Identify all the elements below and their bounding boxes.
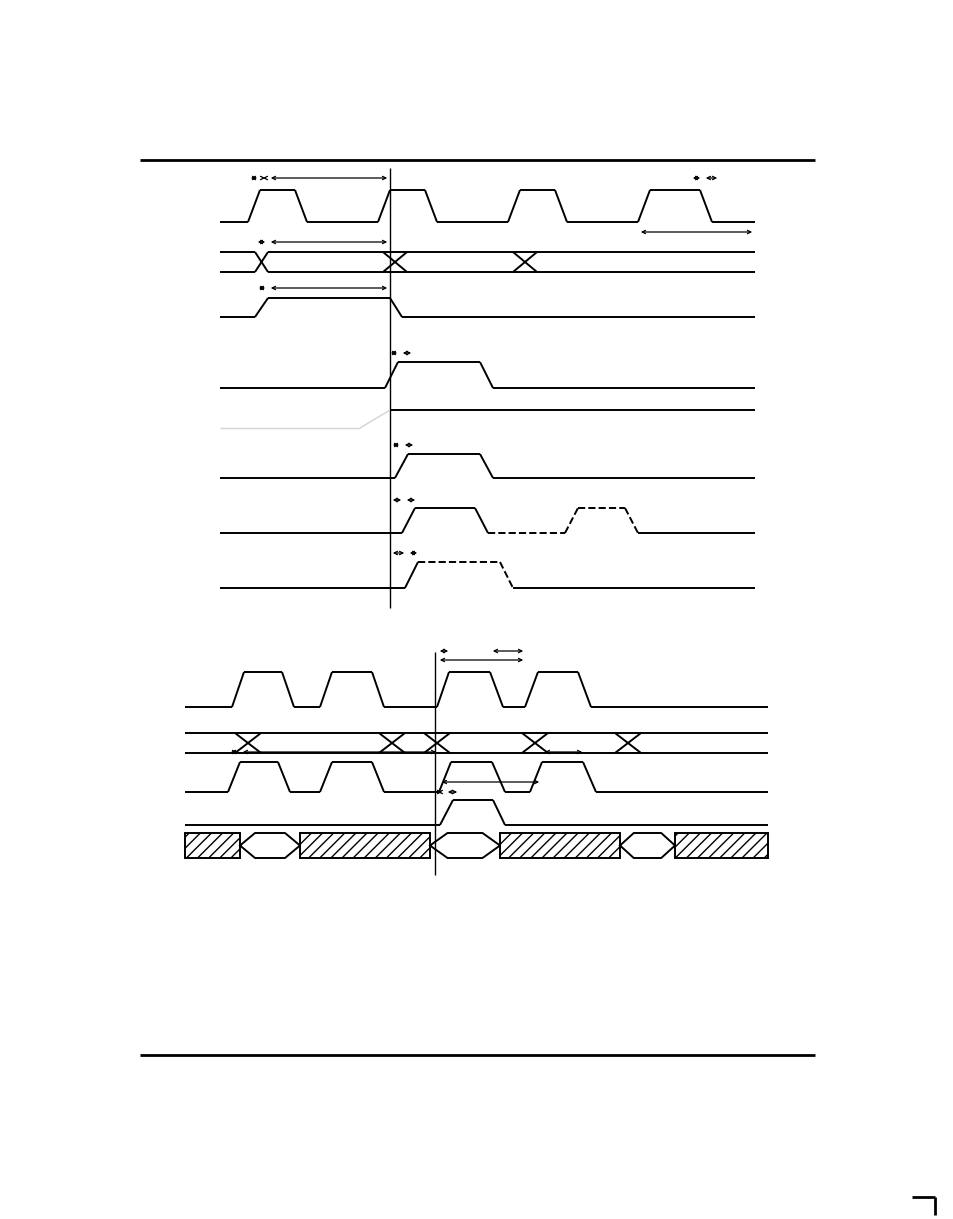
Bar: [299, 833, 430, 858]
Bar: [675, 833, 767, 858]
Bar: [185, 833, 240, 858]
Bar: [499, 833, 619, 858]
